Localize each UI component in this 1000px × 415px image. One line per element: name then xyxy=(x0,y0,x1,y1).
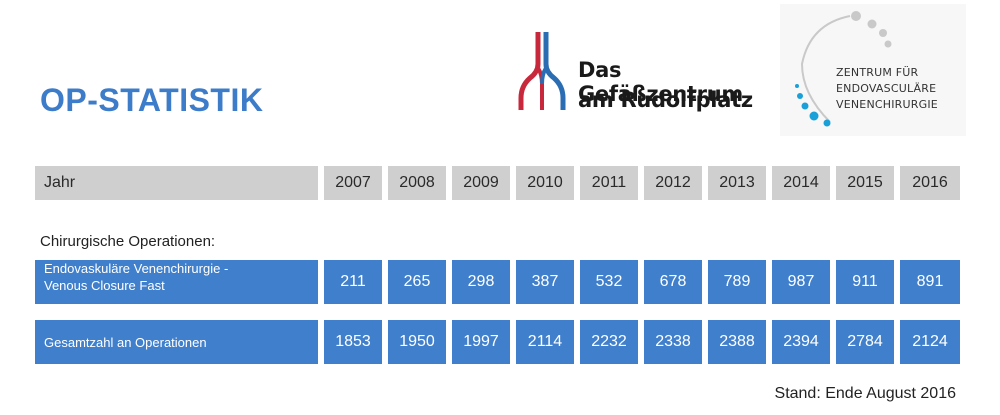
logo-name-line1: Das Gefäßzentrum xyxy=(578,58,743,106)
value-cell: 1853 xyxy=(324,320,382,364)
year-cell: 2009 xyxy=(452,166,510,200)
year-row-label: Jahr xyxy=(35,166,318,200)
value-cell: 1950 xyxy=(388,320,446,364)
row-label-line2: Venous Closure Fast xyxy=(44,278,165,293)
year-cell: 2007 xyxy=(324,166,382,200)
value-cell: 298 xyxy=(452,260,510,304)
year-cell: 2012 xyxy=(644,166,702,200)
year-row: Jahr 2007 2008 2009 2010 2011 2012 2013 … xyxy=(35,166,960,200)
year-cell: 2010 xyxy=(516,166,574,200)
value-cell: 1997 xyxy=(452,320,510,364)
value-cell: 2394 xyxy=(772,320,830,364)
year-cell: 2014 xyxy=(772,166,830,200)
vessel-icon xyxy=(518,32,566,110)
logo2-line1: ZENTRUM FÜR xyxy=(836,66,919,79)
value-cell: 987 xyxy=(772,260,830,304)
year-cell: 2015 xyxy=(836,166,894,200)
year-cell: 2016 xyxy=(900,166,960,200)
section-label: Chirurgische Operationen: xyxy=(40,233,216,250)
value-cell: 678 xyxy=(644,260,702,304)
logo2-line2: ENDOVASCULÄRE xyxy=(836,82,937,95)
row-label: Endovaskuläre Venenchirurgie - Venous Cl… xyxy=(35,260,318,304)
table-row: Endovaskuläre Venenchirurgie - Venous Cl… xyxy=(35,260,960,304)
logo2-line3: VENENCHIRURGIE xyxy=(836,98,938,111)
year-cell: 2008 xyxy=(388,166,446,200)
value-cell: 2338 xyxy=(644,320,702,364)
value-cell: 532 xyxy=(580,260,638,304)
row-label-line1: Endovaskuläre Venenchirurgie - xyxy=(44,261,229,276)
value-cell: 789 xyxy=(708,260,766,304)
status-note: Stand: Ende August 2016 xyxy=(774,385,956,402)
dot-arc-icon xyxy=(795,11,892,127)
year-cell: 2013 xyxy=(708,166,766,200)
value-cell: 911 xyxy=(836,260,894,304)
value-cell: 2232 xyxy=(580,320,638,364)
row-label-line1: Gesamtzahl an Operationen xyxy=(44,334,207,350)
value-cell: 2124 xyxy=(900,320,960,364)
logo-name-line2: am Rudolfplatz xyxy=(578,88,753,112)
year-cell: 2011 xyxy=(580,166,638,200)
value-cell: 2388 xyxy=(708,320,766,364)
value-cell: 211 xyxy=(324,260,382,304)
row-label: Gesamtzahl an Operationen xyxy=(35,320,318,364)
gefaesszentrum-logo: Das Gefäßzentrum am Rudolfplatz xyxy=(514,30,774,112)
value-cell: 2784 xyxy=(836,320,894,364)
endovascular-logo: ZENTRUM FÜR ENDOVASCULÄRE VENENCHIRURGIE xyxy=(780,4,966,136)
value-cell: 265 xyxy=(388,260,446,304)
table-row: Gesamtzahl an Operationen 1853 1950 1997… xyxy=(35,320,960,364)
value-cell: 2114 xyxy=(516,320,574,364)
value-cell: 891 xyxy=(900,260,960,304)
value-cell: 387 xyxy=(516,260,574,304)
page-title: OP-STATISTIK xyxy=(40,82,264,118)
